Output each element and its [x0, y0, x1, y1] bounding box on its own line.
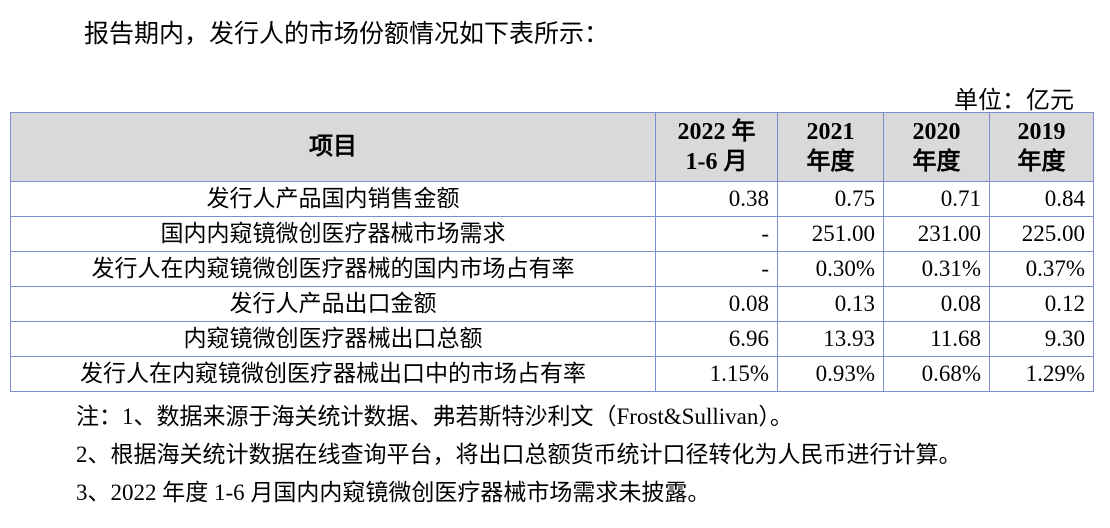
- value-cell: 251.00: [777, 216, 884, 252]
- table-row: 发行人产品出口金额 0.08 0.13 0.08 0.12: [10, 286, 1094, 322]
- value-cell: 0.71: [883, 181, 990, 217]
- value-cell: 0.08: [883, 286, 990, 322]
- value-cell: 0.37%: [989, 251, 1094, 287]
- item-label: 发行人在内窥镜微创医疗器械的国内市场占有率: [10, 251, 656, 287]
- market-share-table: 项目 2022 年 1-6 月 2021 年度 2020 年度 2019 年度 发行人产…: [10, 112, 1094, 392]
- header-2022h1: 2022 年 1-6 月: [655, 112, 778, 182]
- table-row: 内窥镜微创医疗器械出口总额 6.96 13.93 11.68 9.30: [10, 321, 1094, 357]
- value-cell: 1.29%: [989, 356, 1094, 392]
- value-cell: -: [655, 251, 778, 287]
- note-3: 3、2022 年度 1-6 月国内内窥镜微创医疗器械市场需求未披露。: [76, 480, 711, 505]
- value-cell: 0.93%: [777, 356, 884, 392]
- header-2019: 2019 年度: [989, 112, 1094, 182]
- value-cell: 0.38: [655, 181, 778, 217]
- table-row: 发行人在内窥镜微创医疗器械的国内市场占有率 -0.30% 0.31% 0.37%: [10, 251, 1094, 287]
- value-cell: 231.00: [883, 216, 990, 252]
- table-row: 发行人产品国内销售金额 0.38 0.75 0.71 0.84: [10, 181, 1094, 217]
- table-row: 国内内窥镜微创医疗器械市场需求 -251.00 231.00 225.00: [10, 216, 1094, 252]
- header-item: 项目: [10, 112, 656, 182]
- value-cell: 0.08: [655, 286, 778, 322]
- header-row: 项目 2022 年 1-6 月 2021 年度 2020 年度 2019 年度: [10, 112, 1094, 182]
- value-cell: 0.13: [777, 286, 884, 322]
- value-cell: 0.68%: [883, 356, 990, 392]
- notes: 注：1、数据来源于海关统计数据、弗若斯特沙利文（Frost&Sullivan）。…: [0, 398, 962, 512]
- value-cell: 0.84: [989, 181, 1094, 217]
- header-2021: 2021 年度: [777, 112, 884, 182]
- item-label: 发行人在内窥镜微创医疗器械出口中的市场占有率: [10, 356, 656, 392]
- value-cell: 6.96: [655, 321, 778, 357]
- value-cell: 1.15%: [655, 356, 778, 392]
- value-cell: 225.00: [989, 216, 1094, 252]
- value-cell: 0.31%: [883, 251, 990, 287]
- unit-label: 单位：亿元: [954, 88, 1074, 114]
- note-2: 2、根据海关统计数据在线查询平台，将出口总额货币统计口径转化为人民币进行计算。: [76, 442, 962, 467]
- table-row: 发行人在内窥镜微创医疗器械出口中的市场占有率 1.15% 0.93% 0.68% 1.2…: [10, 356, 1094, 392]
- intro-text: 报告期内，发行人的市场份额情况如下表所示：: [84, 21, 610, 48]
- item-label: 发行人产品出口金额: [10, 286, 656, 322]
- value-cell: 11.68: [883, 321, 990, 357]
- item-label: 内窥镜微创医疗器械出口总额: [10, 321, 656, 357]
- header-2020: 2020 年度: [883, 112, 990, 182]
- value-cell: -: [655, 216, 778, 252]
- value-cell: 13.93: [777, 321, 884, 357]
- note-1: 注：1、数据来源于海关统计数据、弗若斯特沙利文（Frost&Sullivan）。: [76, 404, 793, 429]
- value-cell: 0.12: [989, 286, 1094, 322]
- item-label: 发行人产品国内销售金额: [10, 181, 656, 217]
- value-cell: 0.75: [777, 181, 884, 217]
- value-cell: 0.30%: [777, 251, 884, 287]
- item-label: 国内内窥镜微创医疗器械市场需求: [10, 216, 656, 252]
- value-cell: 9.30: [989, 321, 1094, 357]
